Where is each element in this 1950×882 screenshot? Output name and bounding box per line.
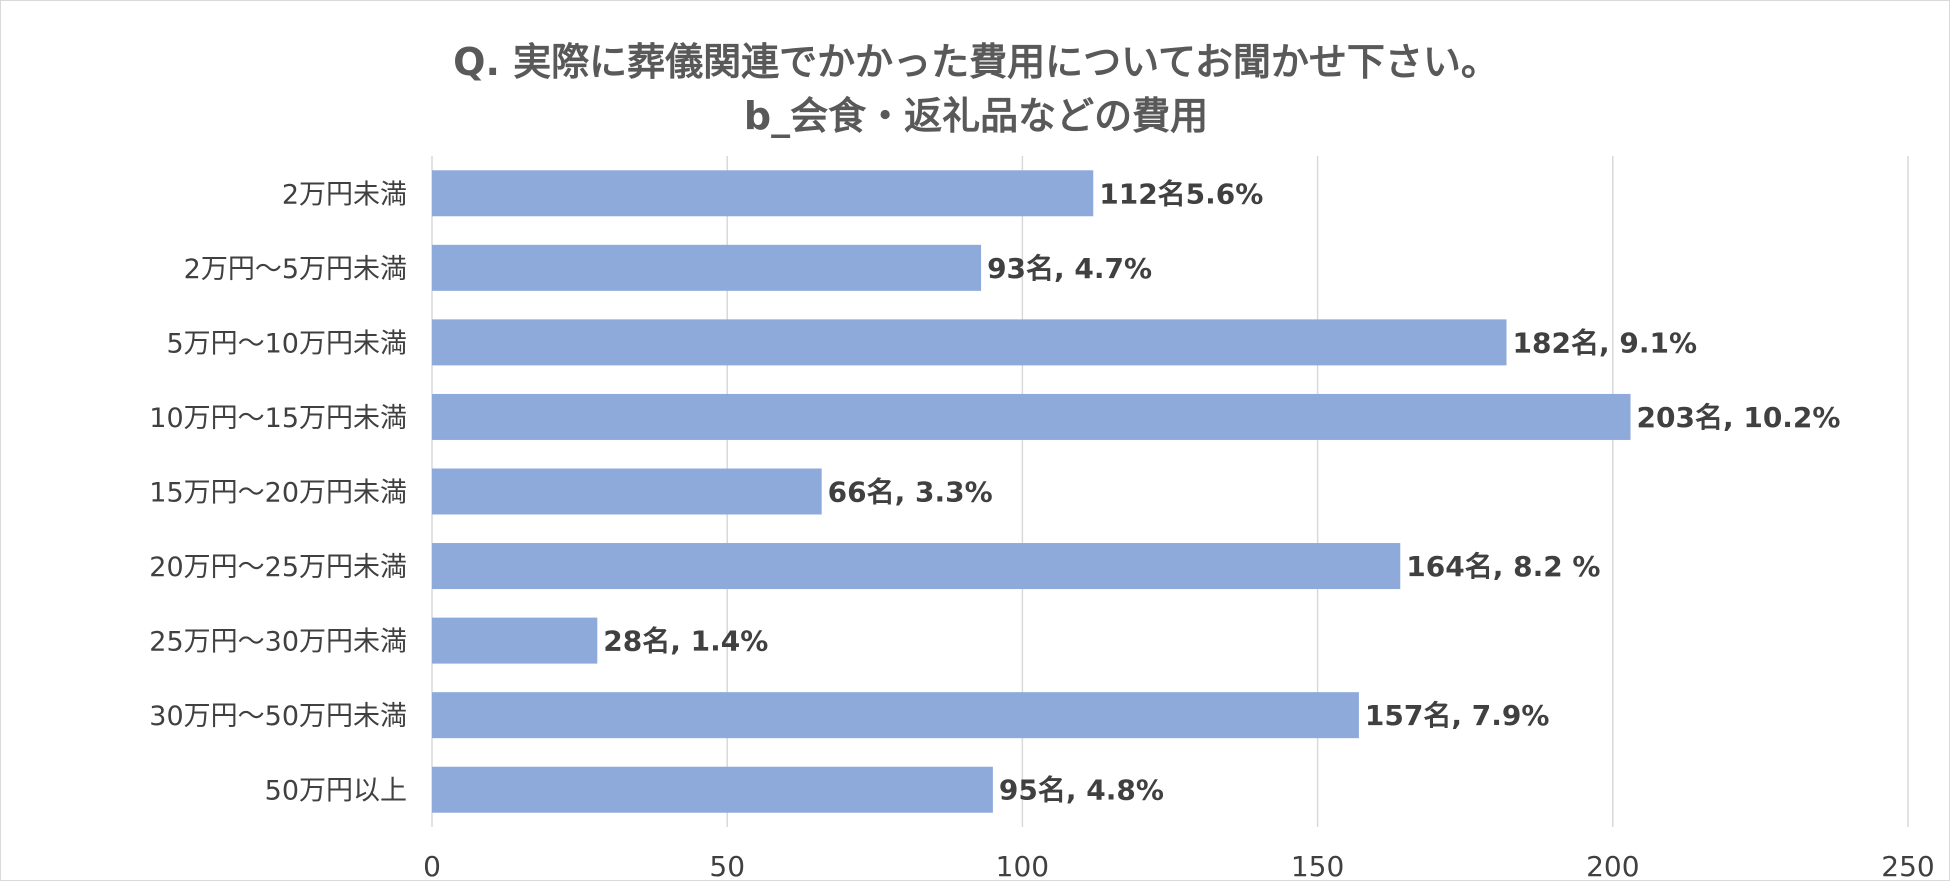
bar [432, 543, 1401, 590]
bar [432, 319, 1507, 366]
chart-subtitle: b_会食・返礼品などの費用 [743, 94, 1209, 138]
category-label: 15万円～20万円未満 [149, 478, 407, 509]
x-tick-label: 100 [996, 850, 1049, 882]
category-label: 10万円～15万円未満 [149, 403, 407, 434]
chart-title: Q. 実際に葬儀関連でかかった費用についてお聞かせ下さい。 [453, 40, 1499, 84]
bar [432, 244, 982, 291]
bar [432, 617, 598, 664]
bar [432, 692, 1359, 739]
data-label: 28名, 1.4% [603, 625, 768, 658]
category-label: 5万円～10万円未満 [166, 328, 407, 359]
bar [432, 468, 822, 515]
data-label: 93名, 4.7% [987, 252, 1152, 285]
category-label: 30万円～50万円未満 [149, 701, 407, 732]
category-label: 20万円～25万円未満 [149, 552, 407, 583]
x-tick-label: 250 [1881, 850, 1934, 882]
category-label: 50万円以上 [265, 776, 407, 807]
data-label: 182名, 9.1% [1513, 326, 1698, 359]
x-tick-label: 200 [1586, 850, 1639, 882]
data-label: 112名5.6% [1099, 177, 1263, 210]
data-label: 164名, 8.2 % [1406, 550, 1600, 583]
bar [432, 393, 1631, 440]
category-label: 2万円未満 [282, 179, 407, 210]
data-label: 203名, 10.2% [1637, 401, 1841, 434]
data-label: 95名, 4.8% [999, 774, 1164, 807]
x-tick-label: 0 [423, 850, 441, 882]
category-label: 2万円～5万円未満 [184, 254, 407, 285]
category-label: 25万円～30万円未満 [149, 627, 407, 658]
bar [432, 766, 993, 813]
x-tick-label: 150 [1291, 850, 1344, 882]
data-label: 66名, 3.3% [828, 476, 993, 509]
x-tick-label: 50 [709, 850, 745, 882]
data-label: 157名, 7.9% [1365, 699, 1550, 732]
bar [432, 170, 1094, 217]
